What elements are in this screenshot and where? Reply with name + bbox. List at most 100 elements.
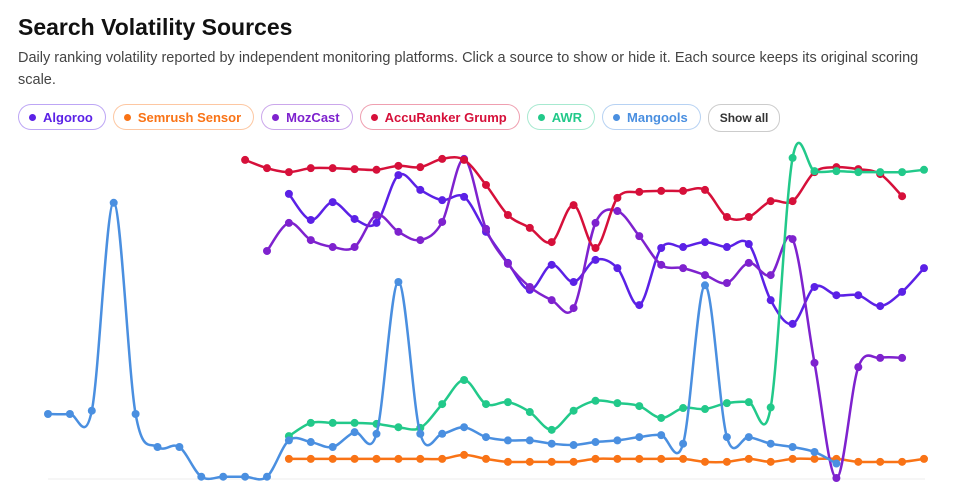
point bbox=[876, 457, 885, 466]
point bbox=[460, 155, 469, 164]
series bbox=[284, 141, 928, 441]
point bbox=[701, 271, 709, 280]
point bbox=[416, 163, 425, 172]
point bbox=[416, 236, 425, 245]
point bbox=[394, 423, 403, 432]
point bbox=[635, 232, 644, 241]
point bbox=[87, 406, 96, 415]
point bbox=[766, 439, 775, 448]
point bbox=[744, 240, 753, 249]
point bbox=[284, 168, 293, 177]
point bbox=[854, 457, 863, 466]
point bbox=[372, 429, 381, 438]
point bbox=[547, 457, 556, 466]
point bbox=[438, 196, 447, 205]
point bbox=[394, 227, 403, 236]
point bbox=[175, 443, 184, 451]
point bbox=[788, 454, 797, 463]
point bbox=[306, 215, 315, 224]
point bbox=[328, 243, 337, 252]
point bbox=[263, 164, 271, 173]
point bbox=[810, 454, 819, 463]
point bbox=[328, 418, 337, 427]
legend-chip[interactable]: Semrush Sensor bbox=[112, 104, 255, 130]
point bbox=[482, 454, 490, 463]
point bbox=[241, 155, 250, 164]
point bbox=[438, 454, 447, 463]
legend: Algoroo Semrush Sensor MozCast AccuRanker G… bbox=[18, 104, 781, 132]
point bbox=[306, 418, 315, 427]
point bbox=[898, 192, 907, 201]
point bbox=[810, 447, 819, 456]
chart bbox=[44, 141, 928, 483]
point bbox=[482, 400, 490, 409]
legend-chip[interactable]: Mangools bbox=[602, 104, 701, 130]
point bbox=[810, 282, 819, 291]
point bbox=[482, 433, 490, 442]
legend-chip[interactable]: AWR bbox=[526, 104, 596, 130]
legend-label: Mangools bbox=[627, 109, 688, 125]
point bbox=[394, 171, 403, 180]
point bbox=[503, 436, 512, 445]
point bbox=[328, 164, 337, 173]
point bbox=[701, 281, 709, 290]
line bbox=[287, 172, 925, 326]
legend-dot bbox=[613, 113, 621, 121]
series bbox=[241, 154, 907, 253]
point bbox=[284, 189, 293, 198]
point bbox=[350, 214, 359, 223]
point bbox=[153, 443, 162, 451]
point bbox=[306, 236, 315, 245]
point bbox=[416, 454, 425, 463]
legend-dot bbox=[123, 113, 131, 121]
legend-chip[interactable]: AccuRanker Grump bbox=[359, 104, 520, 130]
point bbox=[569, 201, 578, 210]
point bbox=[394, 454, 403, 463]
point bbox=[832, 474, 841, 483]
point bbox=[744, 433, 753, 442]
point bbox=[503, 259, 512, 268]
point bbox=[722, 433, 731, 442]
legend-chip[interactable]: Algoroo bbox=[18, 104, 106, 130]
point bbox=[328, 443, 337, 451]
point bbox=[613, 454, 622, 463]
point bbox=[613, 207, 622, 216]
point bbox=[898, 457, 907, 466]
point bbox=[657, 431, 666, 440]
point bbox=[438, 154, 447, 163]
point bbox=[306, 164, 315, 173]
point bbox=[854, 168, 863, 177]
point bbox=[876, 302, 885, 311]
point bbox=[920, 454, 928, 463]
point bbox=[722, 457, 731, 466]
legend-label: Algoroo bbox=[43, 109, 93, 125]
legend-dot bbox=[29, 113, 36, 121]
point bbox=[744, 398, 753, 407]
point bbox=[65, 410, 74, 418]
point bbox=[263, 472, 271, 481]
point bbox=[569, 304, 578, 313]
legend-chip[interactable]: MozCast bbox=[261, 104, 353, 130]
point bbox=[547, 425, 556, 434]
point bbox=[788, 235, 797, 244]
legend-label: AWR bbox=[551, 109, 583, 125]
point bbox=[766, 271, 775, 280]
show-all-button[interactable]: Show all bbox=[707, 104, 781, 132]
point bbox=[657, 260, 666, 269]
point bbox=[525, 436, 534, 445]
point bbox=[44, 410, 52, 418]
point bbox=[657, 454, 666, 463]
point bbox=[635, 187, 644, 196]
legend-label: AccuRanker Grump bbox=[384, 109, 507, 125]
point bbox=[679, 404, 688, 413]
series bbox=[284, 450, 928, 466]
point bbox=[525, 408, 534, 417]
point bbox=[876, 353, 885, 362]
point bbox=[372, 218, 381, 227]
point bbox=[591, 255, 600, 264]
point bbox=[109, 198, 118, 207]
point bbox=[547, 296, 556, 305]
point bbox=[263, 246, 271, 255]
legend-label: MozCast bbox=[286, 109, 340, 125]
point bbox=[920, 165, 928, 174]
